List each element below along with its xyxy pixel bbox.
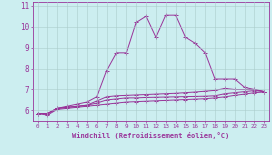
- X-axis label: Windchill (Refroidissement éolien,°C): Windchill (Refroidissement éolien,°C): [72, 132, 230, 139]
